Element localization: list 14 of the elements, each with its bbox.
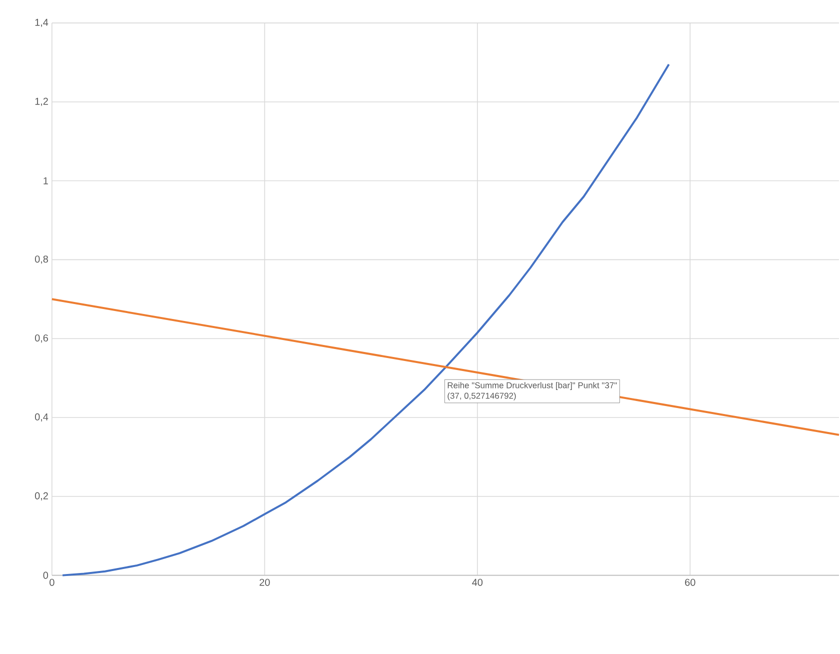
y-tick-label: 0,8: [34, 255, 48, 264]
x-tick-label: 40: [472, 578, 483, 586]
y-tick-label: 0: [43, 572, 48, 579]
annotation: (37, 0,527146792): [448, 392, 516, 400]
y-tick-label: 1,4: [35, 18, 48, 27]
x-tick-label: 20: [260, 578, 270, 586]
y-tick-label: 1: [44, 177, 48, 184]
x-tick-label: 60: [685, 578, 696, 586]
y-tick-label: 0,6: [34, 334, 48, 343]
y-tick-label: 0,4: [34, 413, 48, 422]
annotation: Reihe "Summe Druckverlust [bar]" Punkt "37": [448, 382, 617, 390]
y-tick-label: 1,2: [35, 98, 48, 106]
y-tick-label: 0,2: [34, 492, 48, 500]
x-tick-label: 0: [50, 578, 54, 586]
